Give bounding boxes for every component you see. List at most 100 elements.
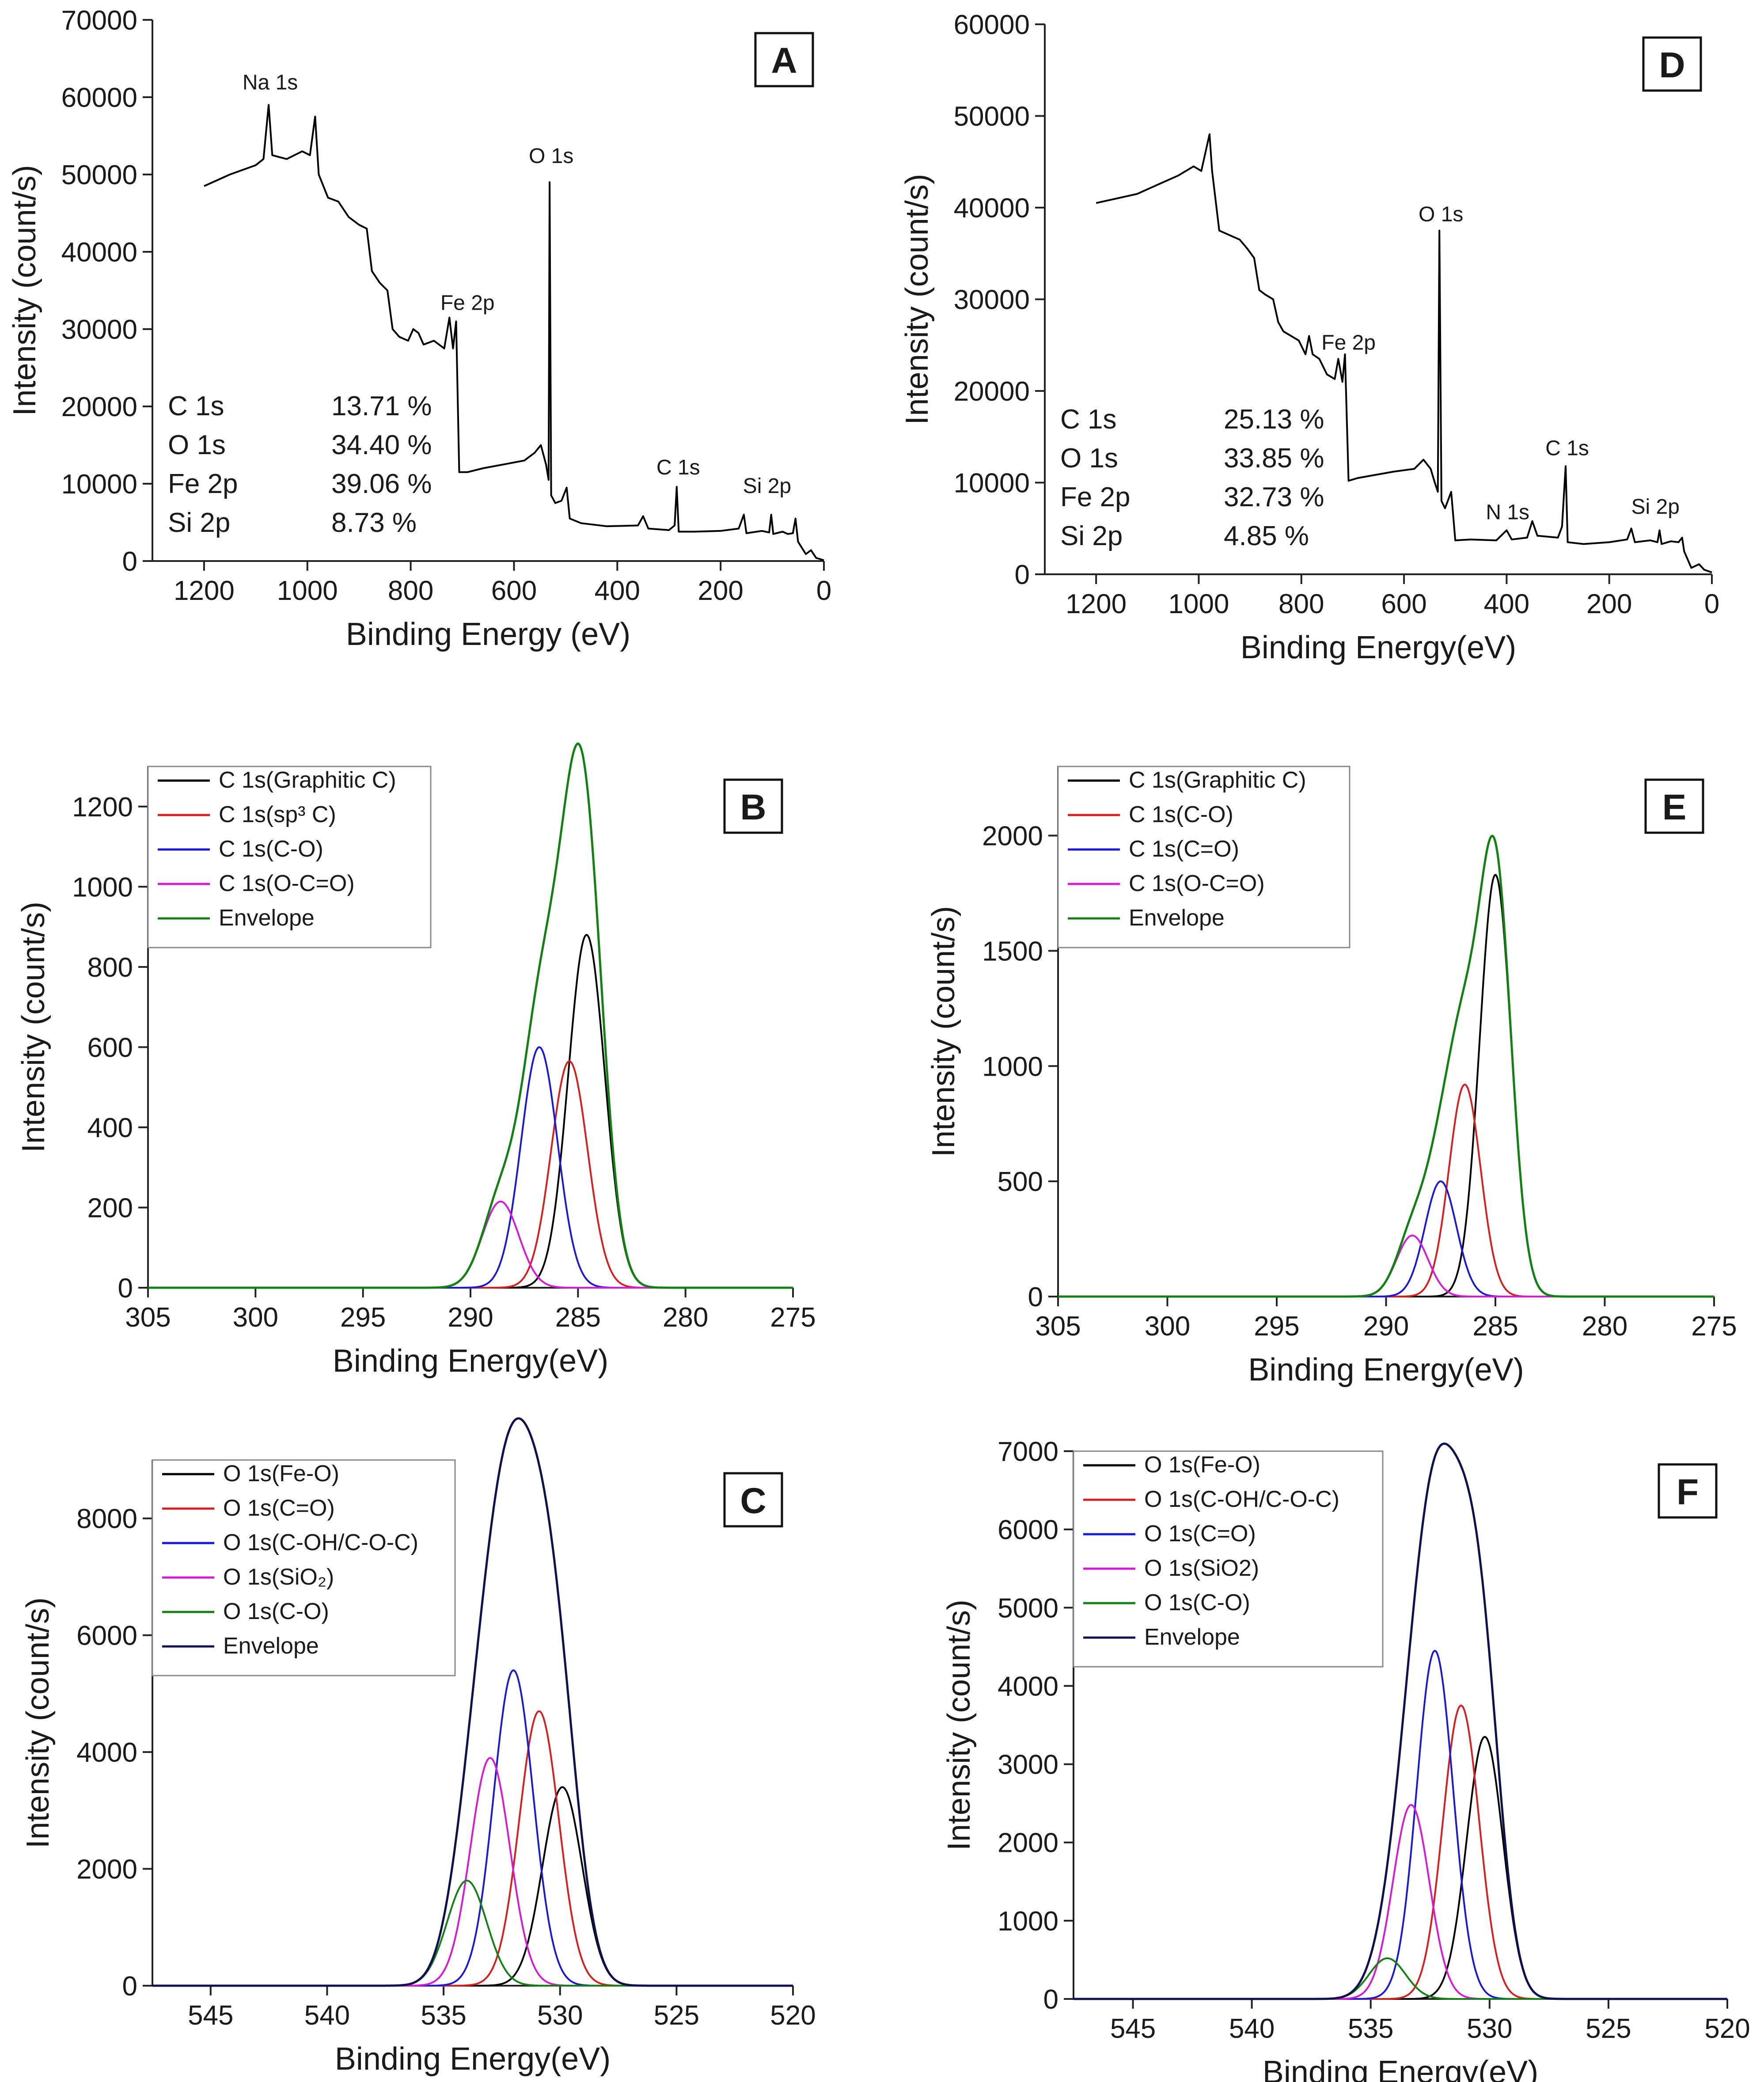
survey-spectrum-line (204, 104, 824, 561)
x-tick-label: 535 (421, 2000, 466, 2031)
y-tick-label: 1000 (982, 1051, 1043, 1082)
x-tick-label: 295 (1254, 1311, 1299, 1342)
y-tick-label: 4000 (998, 1671, 1058, 1702)
composition-element: C 1s (1060, 404, 1116, 435)
y-tick-label: 1000 (72, 872, 133, 903)
y-tick-label: 6000 (998, 1515, 1058, 1545)
composition-percent: 39.06 % (331, 469, 432, 499)
composition-percent: 25.13 % (1224, 404, 1324, 435)
y-tick-label: 60000 (61, 83, 137, 113)
y-tick-label: 200 (87, 1193, 133, 1223)
y-tick-label: 50000 (954, 102, 1030, 132)
x-axis-title: Binding Energy(eV) (335, 2041, 611, 2077)
x-tick-label: 305 (1035, 1311, 1081, 1342)
y-tick-label: 5000 (998, 1593, 1058, 1623)
legend-entry: O 1s(C=O) (1144, 1521, 1256, 1547)
y-tick-label: 0 (118, 1273, 133, 1304)
y-axis-title: Intensity (count/s) (899, 174, 935, 425)
x-tick-label: 290 (448, 1302, 493, 1333)
y-axis-title: Intensity (count/s) (7, 165, 42, 416)
panel-label: D (1659, 45, 1685, 85)
panel-a: 1200 1000 800 600 400 200 00100002000030000400… (7, 5, 831, 652)
y-tick-label: 70000 (61, 5, 137, 36)
legend-entry: O 1s(SiO₂) (223, 1564, 334, 1590)
composition-percent: 13.71 % (331, 391, 432, 421)
x-tick-label: 200 (1586, 589, 1632, 619)
y-axis-title: Intensity (count/s) (16, 902, 51, 1153)
y-tick-label: 800 (87, 952, 133, 983)
legend-entry: C 1s(C-O) (1129, 802, 1233, 827)
y-tick-label: 1000 (998, 1906, 1058, 1937)
composition-element: O 1s (1060, 443, 1118, 474)
composition-percent: 4.85 % (1224, 521, 1309, 551)
x-tick-label: 800 (1278, 589, 1324, 619)
panel-label: A (771, 41, 797, 81)
composition-element: Fe 2p (168, 469, 238, 499)
x-tick-label: 280 (1582, 1311, 1627, 1342)
y-tick-label: 0 (122, 1971, 137, 2002)
x-tick-label: 520 (770, 2000, 816, 2031)
legend-entry: O 1s(C-OH/C-O-C) (1144, 1487, 1339, 1512)
y-tick-label: 0 (1015, 560, 1030, 590)
y-tick-label: 8000 (76, 1504, 137, 1534)
y-tick-label: 40000 (954, 193, 1030, 224)
panel-b: 305 300 295 290 285 280 275 0 200 400 600 800 1000 12… (16, 742, 816, 1379)
y-tick-label: 4000 (76, 1737, 137, 1768)
x-tick-label: 295 (340, 1302, 386, 1333)
x-tick-label: 800 (388, 576, 433, 606)
x-tick-label: 545 (188, 2000, 233, 2031)
legend-entry: Envelope (219, 905, 315, 931)
x-axis-title: Binding Energy(eV) (1240, 630, 1516, 665)
x-tick-label: 400 (1484, 589, 1529, 619)
envelope-line (1058, 834, 1714, 1298)
y-tick-label: 0 (122, 546, 137, 577)
x-tick-label: 525 (654, 2000, 699, 2031)
peak-label: Fe 2p (1321, 331, 1376, 355)
composition-percent: 33.85 % (1224, 443, 1324, 474)
legend-entry: Envelope (223, 1633, 319, 1659)
y-tick-label: 600 (87, 1032, 133, 1063)
legend-entry: O 1s(C=O) (223, 1495, 335, 1521)
y-tick-label: 10000 (61, 469, 137, 500)
peak-label: N 1s (1486, 501, 1529, 524)
y-axis-title: Intensity (count/s) (926, 906, 961, 1157)
x-tick-label: 305 (125, 1302, 171, 1333)
legend-entry: O 1s(Fe-O) (223, 1461, 339, 1487)
y-tick-label: 400 (87, 1113, 133, 1143)
y-tick-label: 2000 (982, 821, 1043, 852)
peak-label: Na 1s (243, 71, 298, 95)
x-axis-title: Binding Energy (eV) (346, 617, 630, 652)
panel-label-box (723, 1472, 783, 1528)
composition-element: Si 2p (1060, 521, 1123, 551)
legend-entry: O 1s(Fe-O) (1144, 1452, 1260, 1478)
panel-label-box (1642, 36, 1702, 92)
panel-label-box (1658, 1463, 1718, 1519)
legend-entry: O 1s(C-O) (1144, 1590, 1250, 1616)
x-tick-label: 200 (698, 576, 743, 606)
panel-label-box (723, 778, 783, 834)
y-tick-label: 10000 (954, 468, 1030, 499)
x-tick-label: 540 (1229, 2014, 1275, 2044)
peak-label: Fe 2p (440, 291, 495, 315)
y-tick-label: 1200 (72, 792, 133, 823)
x-tick-label: 525 (1586, 2014, 1631, 2044)
composition-percent: 32.73 % (1224, 482, 1324, 512)
x-tick-label: 400 (595, 576, 640, 606)
y-tick-label: 30000 (61, 315, 137, 345)
panel-label: E (1662, 787, 1687, 827)
y-tick-label: 0 (1028, 1282, 1043, 1312)
legend-entry: C 1s(O-C=O) (1129, 871, 1265, 896)
envelope-line (1074, 1442, 1727, 2000)
x-tick-label: 535 (1348, 2014, 1393, 2044)
legend-entry: C 1s(C-O) (219, 836, 323, 862)
y-tick-label: 60000 (954, 10, 1030, 40)
x-tick-label: 1200 (174, 576, 235, 606)
y-tick-label: 500 (998, 1167, 1043, 1197)
y-tick-label: 50000 (61, 160, 137, 190)
legend-box (152, 1459, 456, 1676)
y-tick-label: 2000 (998, 1828, 1058, 1858)
legend-entry: C 1s(Graphitic C) (1129, 767, 1306, 793)
y-tick-label: 3000 (998, 1750, 1058, 1780)
peak-label: C 1s (656, 456, 700, 479)
